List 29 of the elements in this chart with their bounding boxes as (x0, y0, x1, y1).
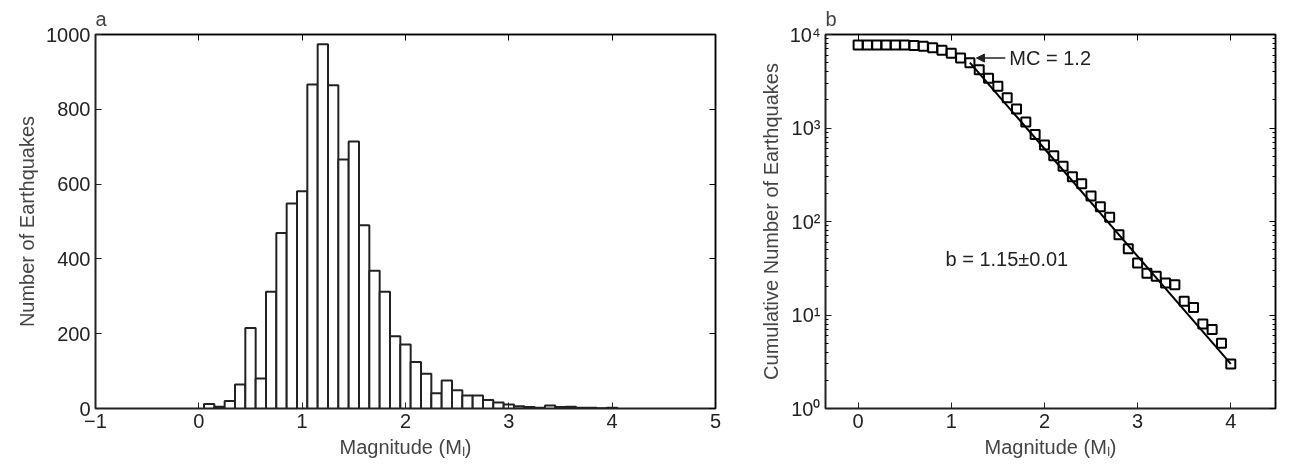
y-tick-label: 200 (57, 322, 91, 345)
x-tick-label: 4 (1225, 409, 1237, 432)
x-axis-title: Magnitude (Mₗ) (984, 435, 1117, 458)
y-tick-label: 600 (57, 173, 91, 196)
x-tick-label: 3 (503, 409, 515, 432)
x-tick-label: 0 (193, 409, 205, 432)
y-tick-label: 10⁴ (789, 23, 821, 46)
x-tick-label: 3 (1132, 409, 1144, 432)
annotation: b = 1.15±0.01 (945, 247, 1069, 270)
y-tick-label: 10² (791, 210, 821, 233)
chart-title: a (95, 7, 108, 30)
x-tick-label: 0 (852, 409, 864, 432)
y-axis-title: Cumulative Number of Earthquakes (759, 63, 782, 380)
x-axis-title: Magnitude (Mₗ) (339, 435, 472, 458)
y-tick-label: 10⁰ (791, 397, 821, 420)
y-axis-title: Number of Earthquakes (16, 115, 39, 328)
x-tick-label: 2 (1038, 409, 1051, 432)
x-tick-label: 5 (709, 409, 722, 432)
y-tick-label: 1000 (46, 23, 91, 46)
x-tick-label: 4 (606, 409, 618, 432)
x-tick-label: 2 (399, 409, 412, 432)
annotation: MC = 1.2 (1009, 47, 1092, 70)
y-tick-label: 10¹ (791, 304, 821, 326)
y-tick-label: 10³ (791, 117, 821, 139)
x-tick-label: 1 (296, 409, 308, 432)
y-tick-label: 800 (57, 98, 91, 121)
chart-title: b (825, 7, 837, 30)
y-tick-label: 400 (57, 247, 91, 270)
x-tick-label: 1 (945, 409, 957, 432)
